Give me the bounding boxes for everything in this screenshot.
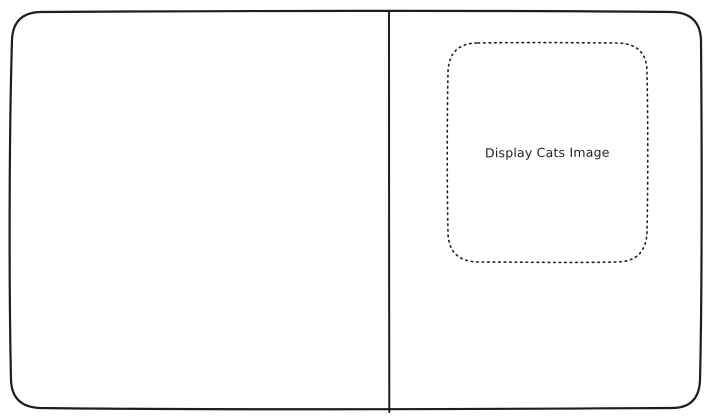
image-placeholder-border <box>446 41 649 264</box>
image-placeholder: Display Cats Image <box>447 42 648 262</box>
outer-frame-border <box>8 9 703 411</box>
image-placeholder-label: Display Cats Image <box>485 144 610 160</box>
